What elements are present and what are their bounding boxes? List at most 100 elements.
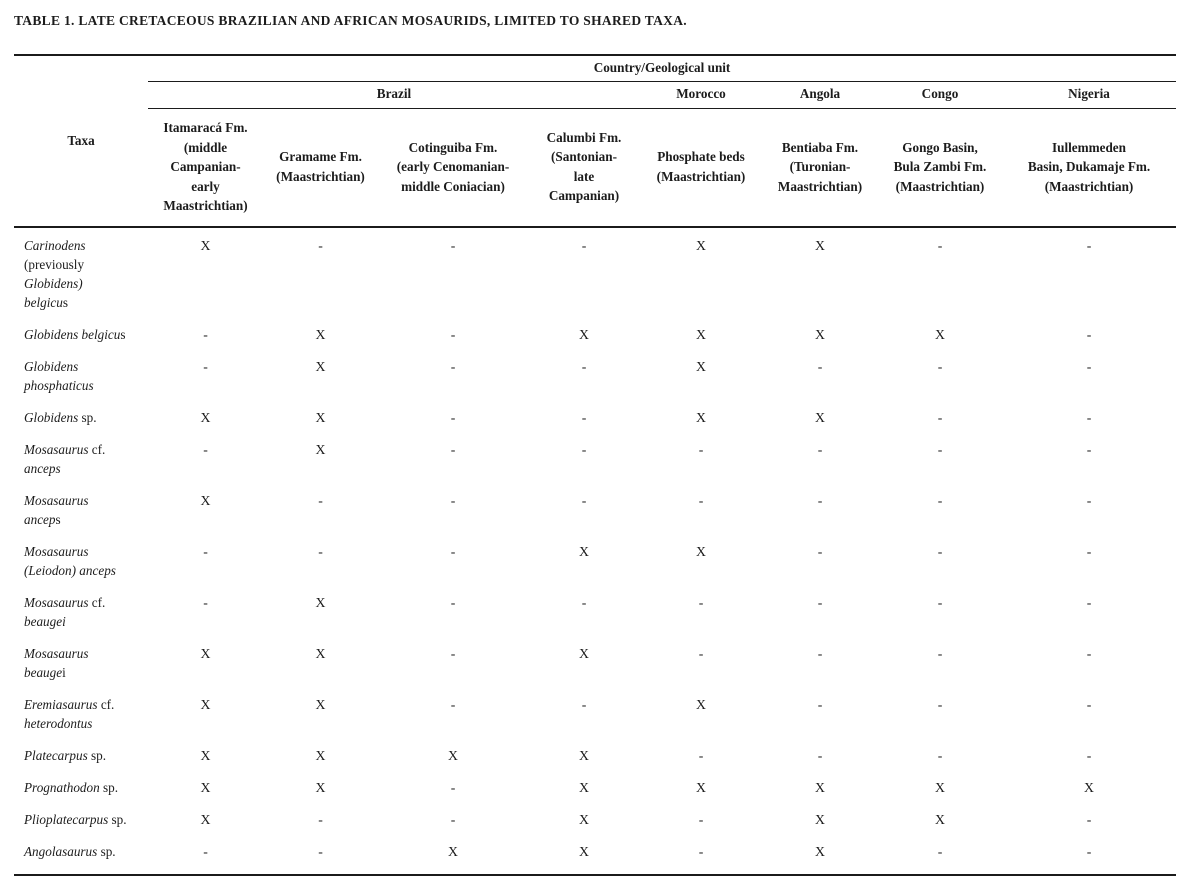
presence-cell: - bbox=[318, 811, 323, 827]
table-row: Carinodens (previously Globidens) belgic… bbox=[14, 227, 1176, 325]
presence-cell: X bbox=[579, 326, 589, 342]
presence-cell: - bbox=[581, 696, 587, 712]
presence-cell: - bbox=[937, 594, 943, 610]
presence-cell: X bbox=[935, 326, 945, 342]
presence-cell: X bbox=[696, 779, 706, 795]
table-row: Eremiasaurus cf. heterodontus X X - - X … bbox=[14, 695, 1176, 746]
presence-cell: - bbox=[203, 594, 208, 610]
taxa-occurrence-table: Taxa Country/Geological unit Brazil Moro… bbox=[14, 54, 1177, 876]
presence-cell: X bbox=[696, 326, 706, 342]
presence-cell: X bbox=[200, 696, 211, 712]
presence-cell: - bbox=[937, 441, 943, 457]
presence-cell: - bbox=[937, 543, 943, 559]
presence-cell: - bbox=[450, 696, 456, 712]
presence-cell: - bbox=[1086, 843, 1092, 859]
presence-cell: - bbox=[203, 441, 208, 457]
formation-header-cotinguiba: Cotinguiba Fm. (early Cenomanian- middle… bbox=[378, 108, 528, 228]
presence-cell: X bbox=[579, 543, 589, 559]
presence-cell: X bbox=[579, 747, 589, 763]
presence-cell: X bbox=[815, 409, 825, 425]
presence-cell: - bbox=[318, 492, 323, 508]
country-header-congo: Congo bbox=[878, 81, 1002, 109]
presence-cell: - bbox=[937, 747, 943, 763]
presence-cell: - bbox=[1086, 747, 1092, 763]
presence-cell: - bbox=[1086, 811, 1092, 827]
presence-cell: X bbox=[815, 326, 825, 342]
presence-cell: - bbox=[581, 409, 587, 425]
presence-cell: - bbox=[1086, 492, 1092, 508]
presence-cell: X bbox=[200, 747, 211, 763]
presence-cell: - bbox=[1086, 696, 1092, 712]
presence-cell: X bbox=[315, 747, 326, 763]
presence-cell: X bbox=[315, 645, 326, 661]
presence-cell: X bbox=[315, 696, 326, 712]
presence-cell: - bbox=[1086, 237, 1092, 253]
presence-cell: - bbox=[698, 811, 704, 827]
presence-cell: - bbox=[817, 492, 823, 508]
presence-cell: - bbox=[581, 358, 587, 374]
formation-header-gramame: Gramame Fm. (Maastrichtian) bbox=[263, 108, 378, 228]
taxon-name: Mosasaurus (Leiodon) anceps bbox=[24, 543, 116, 578]
taxon-name: Globidens phosphaticus bbox=[24, 358, 94, 393]
taxa-column-header: Taxa bbox=[14, 55, 148, 228]
formation-header-iullemmeden: Iullemmeden Basin, Dukamaje Fm. (Maastri… bbox=[1002, 108, 1177, 228]
table-caption: TABLE 1. LATE CRETACEOUS BRAZILIAN AND A… bbox=[14, 13, 687, 28]
formation-header-bentiaba: Bentiaba Fm. (Turonian- Maastrichtian) bbox=[762, 108, 878, 228]
presence-cell: - bbox=[937, 358, 943, 374]
presence-cell: X bbox=[696, 409, 706, 425]
presence-cell: - bbox=[1086, 358, 1092, 374]
country-geological-unit-header: Country/Geological unit bbox=[148, 55, 1177, 82]
presence-cell: X bbox=[200, 811, 211, 827]
presence-cell: - bbox=[937, 843, 943, 859]
table-row: Mosasaurus anceps X - - - - - - - bbox=[14, 491, 1176, 542]
presence-cell: - bbox=[450, 237, 456, 253]
presence-cell: X bbox=[315, 358, 326, 374]
presence-cell: - bbox=[937, 237, 943, 253]
presence-cell: X bbox=[815, 779, 825, 795]
presence-cell: X bbox=[935, 811, 945, 827]
presence-cell: - bbox=[450, 645, 456, 661]
taxon-name: Carinodens (previously Globidens) belgic… bbox=[24, 237, 86, 310]
country-header-nigeria: Nigeria bbox=[1002, 81, 1177, 109]
presence-cell: - bbox=[581, 237, 587, 253]
presence-cell: - bbox=[817, 594, 823, 610]
presence-cell: - bbox=[817, 543, 823, 559]
formation-header-phosphate-beds: Phosphate beds (Maastrichtian) bbox=[640, 108, 762, 228]
taxon-name: Mosasaurus anceps bbox=[24, 492, 89, 527]
presence-cell: X bbox=[696, 237, 706, 253]
presence-cell: - bbox=[937, 696, 943, 712]
table-row: Platecarpus sp. X X X X - - - - bbox=[14, 746, 1176, 778]
presence-cell: - bbox=[581, 594, 587, 610]
presence-cell: X bbox=[696, 696, 706, 712]
presence-cell: X bbox=[696, 543, 706, 559]
presence-cell: X bbox=[200, 779, 211, 795]
presence-cell: - bbox=[1086, 645, 1092, 661]
presence-cell: - bbox=[698, 441, 704, 457]
presence-cell: - bbox=[817, 358, 823, 374]
presence-cell: - bbox=[450, 409, 456, 425]
country-header-row: Brazil Morocco Angola Congo Nigeria bbox=[14, 81, 1177, 109]
presence-cell: - bbox=[318, 843, 323, 859]
taxon-name: Mosasaurus cf. anceps bbox=[24, 441, 106, 476]
presence-cell: X bbox=[815, 237, 825, 253]
presence-cell: - bbox=[450, 543, 456, 559]
presence-cell: - bbox=[817, 645, 823, 661]
presence-cell: - bbox=[450, 492, 456, 508]
taxon-name: Platecarpus sp. bbox=[24, 747, 107, 763]
taxon-name: Globidens sp. bbox=[24, 409, 97, 425]
presence-cell: - bbox=[698, 492, 704, 508]
formation-header-gongo-basin: Gongo Basin, Bula Zambi Fm. (Maastrichti… bbox=[878, 108, 1002, 228]
presence-cell: - bbox=[203, 326, 208, 342]
presence-cell: X bbox=[315, 779, 326, 795]
taxon-name: Plioplatecarpus sp. bbox=[24, 811, 127, 827]
presence-cell: X bbox=[200, 237, 211, 253]
taxon-name: Angolasaurus sp. bbox=[24, 843, 116, 859]
formation-header-calumbi: Calumbi Fm. (Santonian- late Campanian) bbox=[528, 108, 640, 228]
presence-cell: X bbox=[1084, 779, 1094, 795]
presence-cell: X bbox=[200, 409, 211, 425]
presence-cell: X bbox=[935, 779, 945, 795]
country-header-morocco: Morocco bbox=[640, 81, 762, 109]
presence-cell: - bbox=[581, 492, 587, 508]
presence-cell: - bbox=[318, 237, 323, 253]
table-row: Globidens phosphaticus - X - - X - - - bbox=[14, 357, 1176, 408]
